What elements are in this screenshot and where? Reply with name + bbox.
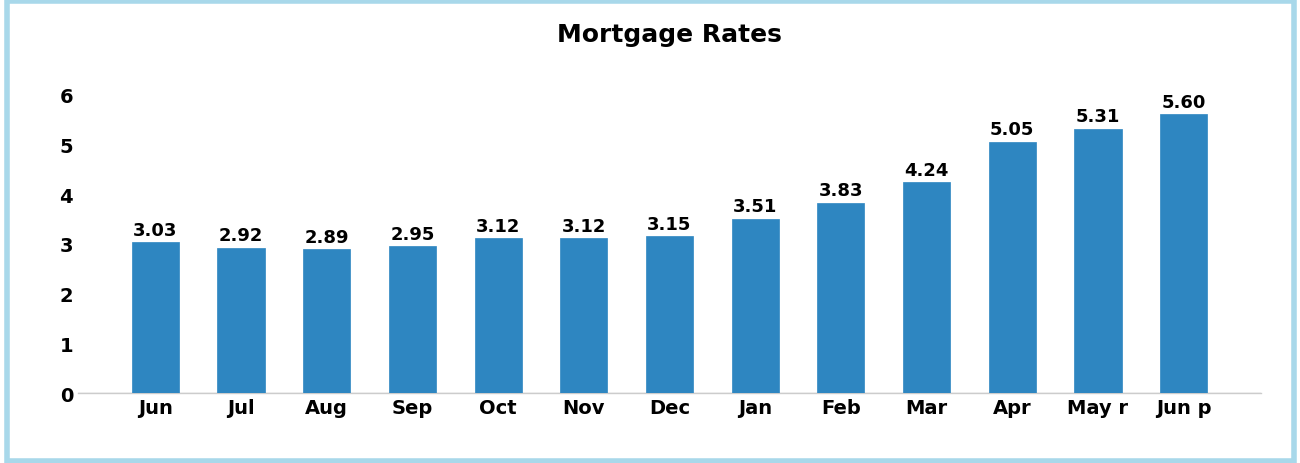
Bar [646, 237, 693, 394]
Bar [389, 247, 436, 394]
Text: 5.31: 5.31 [1076, 108, 1121, 126]
Text: 4.24: 4.24 [905, 162, 949, 179]
Text: 3.12: 3.12 [562, 217, 606, 235]
Bar [1160, 115, 1208, 394]
Bar [303, 250, 350, 394]
Text: 2.95: 2.95 [390, 225, 434, 244]
Title: Mortgage Rates: Mortgage Rates [558, 23, 781, 47]
Text: 2.89: 2.89 [304, 228, 348, 246]
Bar [818, 203, 865, 394]
Text: 3.12: 3.12 [476, 217, 520, 235]
Bar [989, 143, 1036, 394]
Text: 3.83: 3.83 [819, 182, 863, 200]
Bar [903, 183, 950, 394]
Text: 3.51: 3.51 [733, 198, 777, 216]
Text: 3.15: 3.15 [647, 216, 692, 233]
Bar [1074, 130, 1122, 394]
Text: 5.60: 5.60 [1161, 94, 1206, 112]
Text: 5.05: 5.05 [991, 121, 1035, 139]
Text: 2.92: 2.92 [218, 227, 263, 245]
Bar [474, 238, 521, 394]
Bar [560, 238, 607, 394]
Bar [217, 249, 265, 394]
Text: 3.03: 3.03 [133, 221, 178, 239]
Bar [131, 243, 179, 394]
Bar [732, 219, 779, 394]
